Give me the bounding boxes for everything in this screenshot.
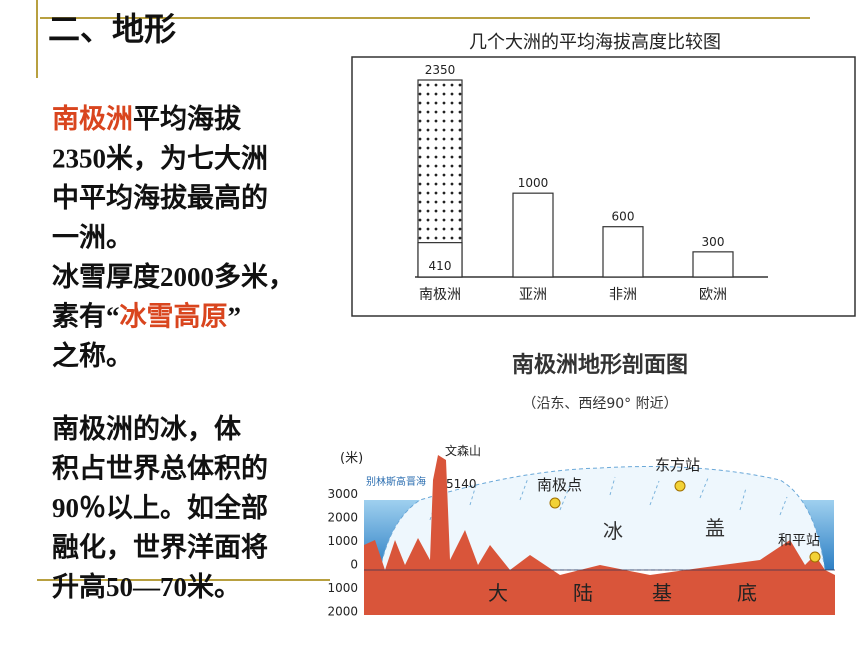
text-line: 一洲。	[52, 223, 133, 253]
value-label: 600	[612, 210, 635, 224]
profile-subtitle: （沿东、西经90° 附近）	[522, 396, 677, 412]
text-line: 之称。	[52, 340, 133, 371]
text-segment: 2350米，为七大洲	[52, 144, 268, 174]
text-segment: 冰雪高原	[120, 301, 228, 332]
text-segment: 中平均海拔最高的	[52, 182, 268, 213]
value-label: 1000	[518, 176, 549, 190]
text-segment: 升高50—70米。	[52, 571, 241, 602]
text-segment: 之称。	[52, 340, 133, 371]
category-label: 亚洲	[519, 287, 547, 303]
category-label: 南极洲	[419, 287, 461, 303]
mirny-marker	[809, 551, 821, 563]
text-segment: ”	[228, 302, 242, 332]
text-segment: 冰雪厚度2000多米，	[52, 261, 295, 292]
base-word: 陆	[573, 581, 593, 605]
base-word: 底	[737, 581, 757, 605]
pole-label: 南极点	[537, 476, 582, 494]
profile-title: 南极洲地形剖面图	[512, 352, 688, 378]
text-segment: 素有“	[52, 302, 120, 332]
text-line: 冰雪厚度2000多米，	[52, 261, 295, 292]
text-segment: 南极洲的冰，体	[52, 413, 242, 444]
text-line: 积占世界总体积的	[52, 453, 268, 484]
profile-tick-label: 3000	[327, 487, 358, 501]
vostok-marker	[674, 480, 686, 492]
chart-title: 几个大洲的平均海拔高度比较图	[469, 32, 721, 53]
text-line: 中平均海拔最高的	[52, 182, 268, 213]
text-line: 2350米，为七大洲	[52, 144, 268, 174]
bar	[512, 192, 554, 278]
ice-word: 盖	[705, 516, 725, 540]
base-word: 大	[488, 581, 508, 605]
text-segment: 平均海拔	[133, 104, 242, 134]
text-segment: 南极洲	[52, 104, 133, 134]
profile-tick-label: 0	[350, 558, 358, 572]
pole-marker	[549, 497, 561, 509]
peak-height: 5140	[446, 477, 477, 491]
base-word: 基	[652, 581, 672, 605]
text-segment: 积占世界总体积的	[52, 453, 268, 484]
text-line: 素有“冰雪高原”	[52, 301, 241, 332]
heading: 二、地形	[48, 11, 176, 47]
ice-hatch	[429, 476, 788, 521]
text-segment: 一洲。	[52, 223, 133, 253]
text-line: 融化，世界洋面将	[52, 532, 268, 563]
category-label: 非洲	[609, 287, 637, 303]
ice-word: 冰	[603, 519, 623, 543]
text-segment: 融化，世界洋面将	[52, 532, 268, 563]
text-segment: 90％以上。如全部	[52, 492, 268, 523]
text-line: 升高50—70米。	[52, 571, 241, 602]
profile-tick-label: 2000	[327, 511, 358, 525]
peak-label: 文森山	[445, 443, 481, 458]
value-label: 2350	[425, 63, 456, 77]
profile-tick-label: 2000	[327, 605, 358, 619]
mirny-label: 和平站	[778, 533, 820, 549]
unit-label: (米)	[340, 451, 363, 466]
base-label: 410	[429, 259, 452, 273]
ice-sheet	[379, 466, 826, 571]
bar	[602, 226, 644, 278]
chart-frame	[351, 56, 856, 317]
category-label: 欧洲	[699, 287, 727, 303]
profile-tick-label: 1000	[327, 581, 358, 595]
text-line: 90％以上。如全部	[52, 492, 268, 523]
value-label: 300	[702, 235, 725, 249]
text-line: 南极洲的冰，体	[52, 413, 242, 444]
bar	[692, 251, 734, 278]
vostok-label: 东方站	[655, 456, 700, 474]
profile-diagram: 南极洲地形剖面图 （沿东、西经90° 附近） (米) 文森山 5140 别林斯高…	[327, 352, 835, 619]
base-segment	[417, 242, 463, 278]
text-line: 南极洲平均海拔	[52, 104, 242, 134]
bedrock	[364, 455, 835, 615]
sea-label: 别林斯高晋海	[366, 475, 426, 488]
profile-tick-label: 1000	[327, 534, 358, 548]
